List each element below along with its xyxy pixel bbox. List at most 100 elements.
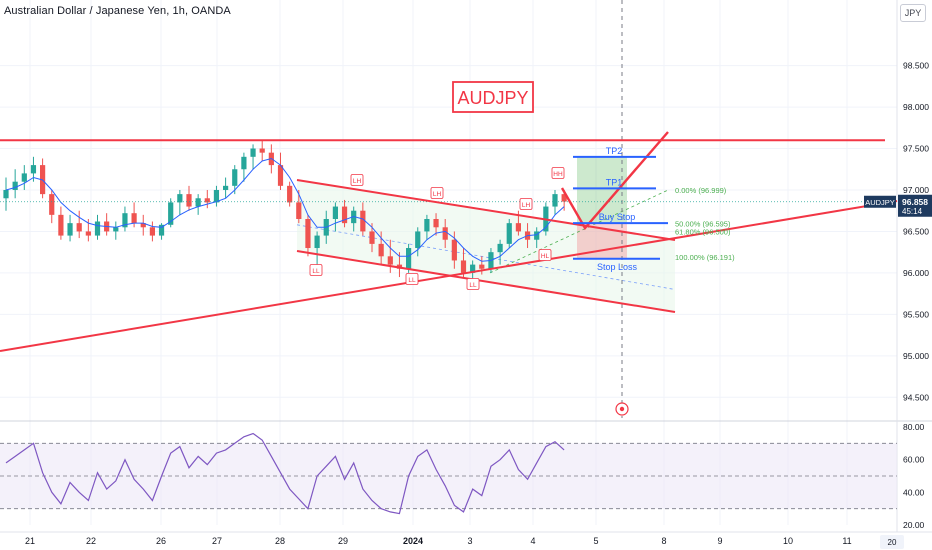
candle <box>3 177 9 211</box>
price-tick-label: 97.500 <box>903 144 929 154</box>
trade-level-label: Buy Stop <box>599 212 636 222</box>
candle <box>497 239 503 265</box>
time-tick-label: 3 <box>467 536 472 546</box>
annotation-title-box[interactable]: AUDJPY <box>452 81 534 113</box>
candle <box>12 169 18 199</box>
currency-button[interactable]: JPY <box>900 4 926 22</box>
candle <box>204 189 210 209</box>
candle-body <box>259 148 265 153</box>
candle <box>186 185 192 211</box>
rsi-tick-label: 60.00 <box>903 455 925 465</box>
price-tick-label: 95.000 <box>903 351 929 361</box>
candle-body <box>314 235 320 249</box>
candle <box>76 210 82 239</box>
channel-shading <box>297 180 675 312</box>
candle <box>94 214 101 240</box>
swing-label[interactable]: LL <box>466 278 480 290</box>
symbol-title[interactable]: Australian Dollar / Japanese Yen, 1h, OA… <box>4 5 231 17</box>
candle-body <box>21 173 27 182</box>
candle-body <box>506 223 512 244</box>
price-tick-label: 98.500 <box>903 61 929 71</box>
candle-body <box>341 206 348 224</box>
annotation-box-border <box>452 81 534 113</box>
swing-label[interactable]: LH <box>430 187 444 199</box>
candle-body <box>204 198 210 203</box>
channel-lower-line[interactable] <box>296 250 676 313</box>
candle-body <box>94 221 101 236</box>
moving-average-line <box>5 157 565 262</box>
time-tick-label: 26 <box>156 536 166 546</box>
candle-body <box>479 264 485 269</box>
candle <box>223 177 229 199</box>
candle <box>470 260 476 282</box>
candle <box>195 194 201 215</box>
price-tick-label: 96.000 <box>903 268 929 278</box>
candle-body <box>305 219 311 249</box>
price-tag-countdown: 45:14 <box>902 207 923 216</box>
realtime-button-bg <box>880 535 904 549</box>
candle <box>259 140 265 161</box>
candle <box>177 189 183 215</box>
rising-trendline[interactable] <box>0 200 898 352</box>
swing-label[interactable]: HH <box>551 167 565 179</box>
price-tick-label: 98.000 <box>903 102 929 112</box>
candle <box>213 185 220 207</box>
time-tick-label: 10 <box>783 536 793 546</box>
candle-body <box>177 194 183 203</box>
swing-label[interactable]: LL <box>309 264 323 276</box>
candle <box>149 221 155 242</box>
candle-body <box>515 223 521 232</box>
price-tag-value: 96.858 <box>902 197 928 207</box>
candle-body <box>30 165 37 174</box>
target-dot-icon <box>619 406 625 412</box>
swing-label[interactable]: LH <box>519 198 533 210</box>
candle-body <box>277 165 284 186</box>
candle <box>479 256 485 275</box>
swing-label[interactable]: LL <box>405 273 419 285</box>
candle-body <box>552 194 558 207</box>
swing-label-box <box>309 264 323 276</box>
price-tick-label: 94.500 <box>903 392 929 402</box>
rsi-tick-label: 80.00 <box>903 422 925 432</box>
candle-body <box>195 198 201 207</box>
candle-body <box>415 231 421 249</box>
rsi-tick-label: 20.00 <box>903 520 925 530</box>
candle-body <box>140 223 146 228</box>
time-tick-label: 2024 <box>403 536 423 546</box>
candle <box>104 213 110 236</box>
candle <box>21 165 27 190</box>
candle-body <box>406 248 412 269</box>
time-tick-label: 9 <box>717 536 722 546</box>
channel-midline <box>296 224 676 290</box>
swing-label[interactable]: HL <box>538 249 552 261</box>
candle-body <box>287 185 293 203</box>
candle <box>122 206 128 232</box>
realtime-button-label: 20 <box>888 538 897 547</box>
candle <box>277 152 284 190</box>
swing-label[interactable]: LH <box>350 174 364 186</box>
candle <box>442 219 448 249</box>
projection-path[interactable] <box>560 131 669 231</box>
candle-body <box>433 219 439 228</box>
candle-body <box>250 148 256 157</box>
candle <box>341 199 348 228</box>
candle-body <box>76 223 82 232</box>
candle-body <box>168 202 174 225</box>
price-tag-bg <box>898 194 932 217</box>
candle <box>460 248 467 278</box>
channel-upper-line[interactable] <box>296 179 676 241</box>
price-tick-label: 97.000 <box>903 185 929 195</box>
price-tick-label: 95.500 <box>903 309 929 319</box>
candle <box>378 231 384 265</box>
rsi-tick-label: 40.00 <box>903 487 925 497</box>
go-to-realtime-button[interactable]: 20 <box>880 535 904 549</box>
candle-body <box>122 213 128 228</box>
candle-body <box>131 213 137 224</box>
swing-label-text: LH <box>522 202 531 209</box>
candle-body <box>213 189 220 203</box>
candle-body <box>561 194 567 202</box>
candle-body <box>470 264 476 273</box>
symbol-tag-text: AUDJPY <box>865 198 895 207</box>
